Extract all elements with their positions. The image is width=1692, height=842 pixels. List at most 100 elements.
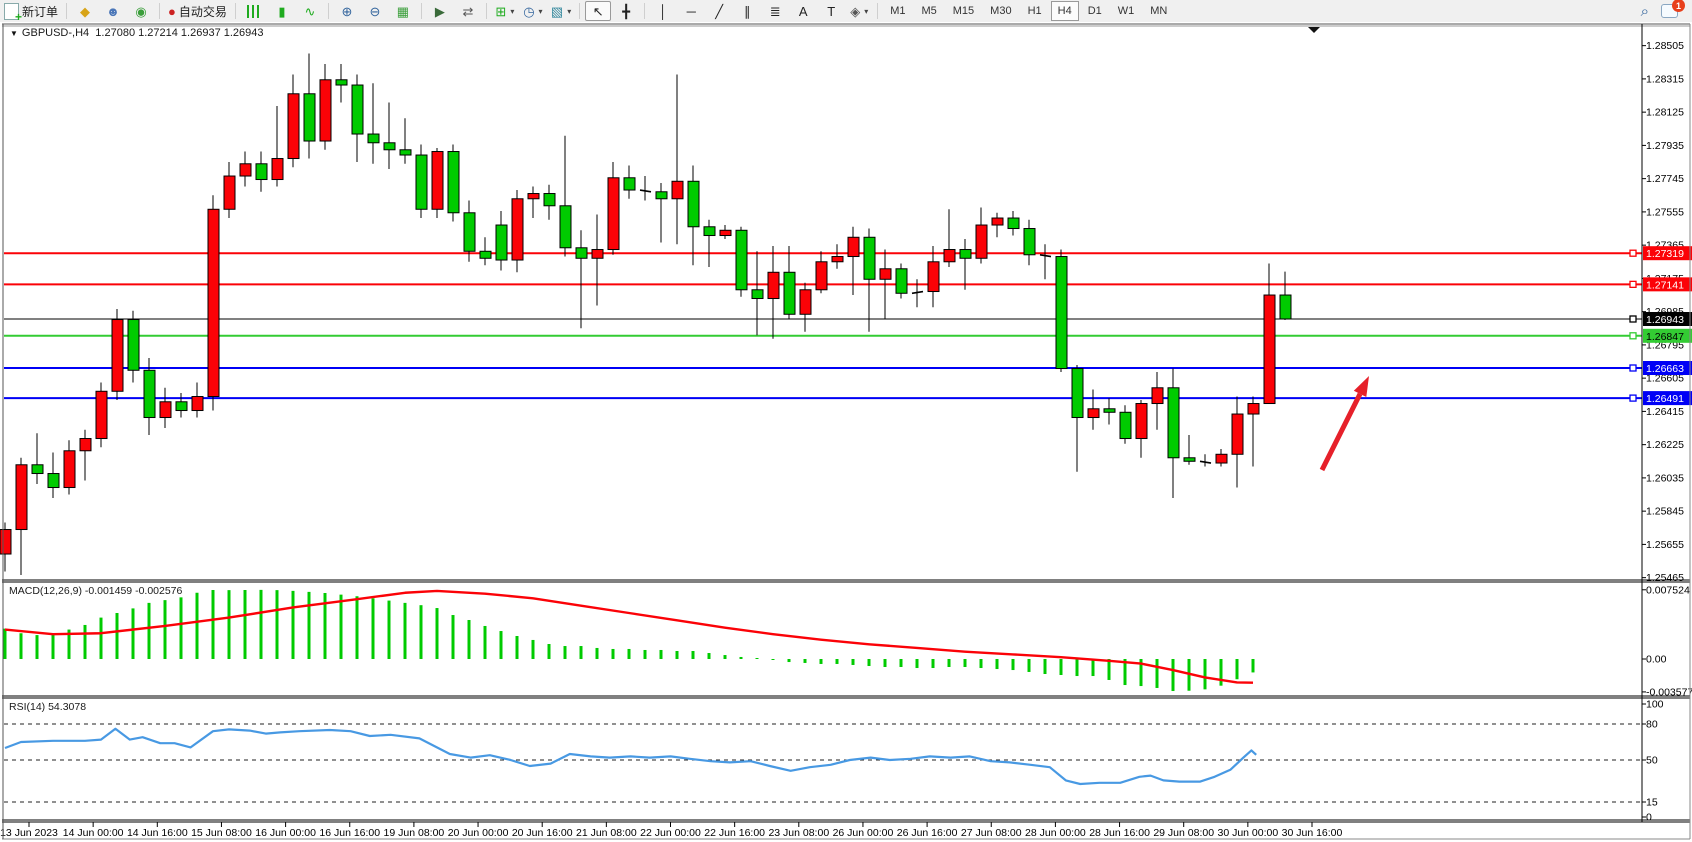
fibonacci-icon: ≣ (769, 3, 781, 19)
timeframe-button-d1[interactable]: D1 (1087, 5, 1102, 17)
search-icon[interactable]: ⌕ (1640, 2, 1649, 20)
vline-button[interactable]: │ (650, 1, 676, 21)
timeframe-button-m15[interactable]: M15 (952, 5, 975, 17)
time-tick-label: 28 Jun 00:00 (1025, 827, 1086, 839)
rsi-scale-label: 80 (1646, 719, 1658, 731)
zoom-in-button[interactable]: ⊕ (334, 1, 360, 21)
timeframe-button-w1[interactable]: W1 (1117, 5, 1135, 17)
price-badge-label: 1.26847 (1646, 331, 1684, 343)
toolbar-separator (66, 3, 68, 19)
price-badge-label: 1.26943 (1646, 314, 1684, 326)
channel-icon: ∥ (743, 3, 751, 19)
text-button[interactable]: A (790, 1, 816, 21)
signal-button[interactable]: ◉ (128, 1, 154, 21)
price-tick-label: 1.25845 (1646, 506, 1684, 518)
price-tick-label: 1.27745 (1646, 173, 1684, 185)
candle-body (447, 151, 460, 214)
notification-badge: 1 (1672, 0, 1685, 12)
new-order-button[interactable]: 新订单 (1, 1, 61, 24)
periods-button[interactable]: ◷ ▾ (520, 1, 546, 21)
data-window-button[interactable]: ☻ (100, 1, 126, 21)
chart-canvas[interactable]: 1.28505 1.28315 1.28125 1.27935 1.27745 1.275… (0, 22, 1692, 842)
time-axis[interactable]: 13 Jun 2023 14 Jun 00:00 14 Jun 16:00 15 Ju… (0, 822, 1343, 839)
chart-shift-marker[interactable] (1308, 27, 1320, 33)
candle-body (1167, 387, 1180, 459)
price-tick-label: 1.25465 (1646, 572, 1684, 584)
macd-panel[interactable] (3, 589, 1255, 692)
price-panel[interactable] (0, 27, 1642, 576)
candle-body (63, 450, 76, 489)
channel-button[interactable]: ∥ (734, 1, 760, 21)
price-tick-label: 1.28315 (1646, 73, 1684, 85)
annotation-arrow-head[interactable] (1353, 376, 1369, 398)
time-tick-label: 30 Jun 16:00 (1282, 827, 1343, 839)
auto-scroll-button[interactable]: ▶ (427, 1, 453, 21)
timeframe-button-h4[interactable]: H4 (1050, 1, 1079, 21)
shapes-button[interactable]: ◈ ▾ (846, 1, 872, 21)
candle-body (111, 319, 124, 392)
hline-handle[interactable] (1629, 332, 1637, 340)
candle-body (591, 249, 604, 259)
time-tick-label: 15 Jun 08:00 (191, 827, 252, 839)
candle-body (655, 191, 668, 200)
time-tick-label: 30 Jun 00:00 (1217, 827, 1278, 839)
line-chart-icon: ∿ (304, 3, 316, 19)
auto-trading-button-label: 自动交易 (178, 4, 227, 19)
price-tick-label: 1.26225 (1646, 439, 1684, 451)
hline-handle[interactable] (1629, 249, 1637, 257)
cursor-button[interactable]: ↖ (585, 1, 612, 21)
time-tick-label: 22 Jun 16:00 (704, 827, 765, 839)
hline-handle[interactable] (1629, 364, 1637, 372)
candle-body (623, 177, 636, 191)
auto-trading-button[interactable]: ● 自动交易 (165, 1, 230, 21)
crosshair-button[interactable]: ╋ (613, 1, 639, 21)
hline-handle[interactable] (1629, 315, 1637, 323)
time-tick-label: 26 Jun 00:00 (833, 827, 894, 839)
candle-body (735, 229, 748, 291)
candle-body (863, 236, 876, 280)
candle-body (1119, 411, 1132, 440)
label-button[interactable]: T (818, 1, 844, 21)
candle-body (607, 177, 620, 251)
line-chart-button[interactable]: ∿ (297, 1, 323, 21)
chart-shift-button[interactable]: ⇄ (455, 1, 481, 21)
chevron-down-icon: ▾ (864, 6, 869, 16)
candle-body (495, 224, 508, 261)
candlestick-chart-button[interactable]: ▮ (269, 1, 295, 21)
annotation-arrow-line[interactable] (1319, 392, 1363, 472)
chevron-down-icon: ▾ (510, 6, 515, 16)
market-watch-button[interactable]: ◆ (72, 1, 98, 21)
zoom-out-button[interactable]: ⊖ (362, 1, 388, 21)
candle-body (367, 133, 380, 144)
price-badge-label: 1.26491 (1646, 393, 1684, 405)
trendline-button[interactable]: ╱ (706, 1, 732, 21)
candle-body (239, 163, 252, 177)
time-tick-label: 14 Jun 16:00 (127, 827, 188, 839)
candle-body (703, 226, 716, 237)
price-tick-label: 1.25655 (1646, 539, 1684, 551)
toolbar: 新订单 ◆☻ ◉ ●自动交易 ▮ ∿ ⊕ ⊖ ▦ ▶⇄ ⊞▾◷▾▧▾ ↖╋ │─╱ ∥ ≣ AT◈▾ M1 M5 M… (0, 0, 1692, 24)
timeframe-button-m1[interactable]: M1 (890, 5, 906, 17)
tile-windows-button[interactable]: ▦ (390, 1, 416, 21)
timeframe-button-m5[interactable]: M5 (921, 5, 937, 17)
timeframe-button-mn[interactable]: MN (1150, 5, 1168, 17)
zoom-out-icon: ⊖ (369, 3, 381, 19)
toolbar-separator (327, 3, 329, 19)
hline-handle[interactable] (1629, 280, 1637, 289)
hline-handle[interactable] (1629, 394, 1637, 402)
rsi-scale-label: 0 (1646, 812, 1652, 824)
signal-icon: ◉ (135, 3, 147, 19)
price-axis[interactable]: 1.28505 1.28315 1.28125 1.27935 1.27745 1.275… (1642, 40, 1692, 824)
rsi-panel[interactable] (4, 723, 1642, 803)
timeframe-button-m30[interactable]: M30 (990, 5, 1012, 17)
timeframe-button-h1[interactable]: H1 (1027, 5, 1042, 17)
hline-button[interactable]: ─ (678, 1, 704, 21)
chat-button[interactable]: 1 (1661, 0, 1685, 18)
templates-button[interactable]: ▧ ▾ (548, 1, 574, 21)
bar-chart-button[interactable] (241, 1, 267, 21)
chart-expand-icon[interactable]: ▼ (10, 29, 18, 38)
indicators-button[interactable]: ⊞ ▾ (492, 1, 518, 21)
fibonacci-button[interactable]: ≣ (762, 1, 788, 21)
chart-symbol-period: GBPUSD-,H4 (21, 27, 90, 39)
candle-doji (1199, 460, 1212, 464)
